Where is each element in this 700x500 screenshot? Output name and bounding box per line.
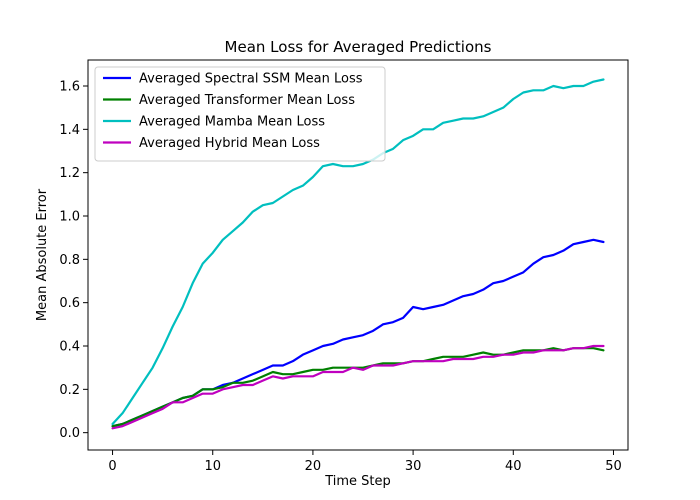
x-tick-label: 50 [605, 459, 622, 474]
legend-box [94, 66, 386, 162]
x-tick-label: 10 [204, 459, 221, 474]
y-tick-label: 1.4 [59, 123, 80, 138]
y-tick-label: 0.6 [59, 296, 80, 311]
series-lines [111, 78, 605, 430]
legend-entry-averaged-mamba-mean-loss: Averaged Mamba Mean Loss [139, 115, 325, 130]
x-tick-label: 30 [405, 459, 422, 474]
y-tick-label: 0.4 [59, 340, 80, 355]
y-axis-label: Mean Absolute Error [35, 188, 50, 321]
series-line-averaged-hybrid-mean-loss [111, 344, 605, 430]
x-tick-label: 40 [505, 459, 522, 474]
x-axis-label: Time Step [324, 474, 391, 489]
legend-entry-averaged-spectral-ssm-mean-loss: Averaged Spectral SSM Mean Loss [139, 72, 363, 87]
y-axis: 0.0 0.2 0.4 0.6 0.8 1.0 1.2 1.4 1.6 [59, 80, 88, 441]
legend-entry-averaged-transformer-mean-loss: Averaged Transformer Mean Loss [139, 93, 355, 108]
x-tick-label: 0 [108, 459, 116, 474]
chart-title: Mean Loss for Averaged Predictions [225, 38, 492, 56]
y-tick-label: 1.0 [59, 210, 80, 225]
y-tick-label: 1.2 [59, 166, 80, 181]
y-tick-label: 1.6 [59, 80, 80, 95]
y-tick-label: 0.0 [59, 426, 80, 441]
x-tick-label: 20 [305, 459, 322, 474]
axes-frame [87, 59, 629, 451]
series-line-averaged-mamba-mean-loss [111, 78, 605, 426]
y-tick-label: 0.8 [59, 253, 80, 268]
x-axis: 0 10 20 30 40 50 [108, 450, 622, 474]
legend: Averaged Spectral SSM Mean Loss Averaged … [94, 66, 386, 162]
y-tick-label: 0.2 [59, 383, 80, 398]
plot-area [87, 59, 629, 451]
legend-entry-averaged-hybrid-mean-loss: Averaged Hybrid Mean Loss [139, 136, 320, 151]
